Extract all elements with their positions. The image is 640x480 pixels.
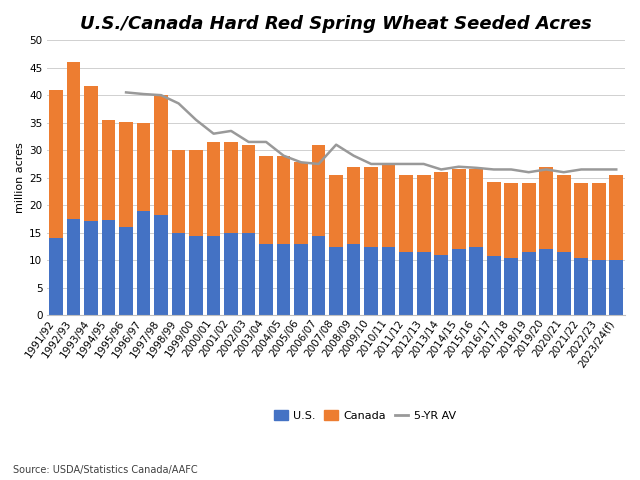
Bar [294, 244, 308, 315]
Bar [399, 252, 413, 315]
Bar [67, 219, 81, 315]
Bar [382, 164, 396, 247]
Bar [435, 255, 448, 315]
Bar [294, 162, 308, 244]
Bar [154, 215, 168, 315]
Bar [102, 220, 115, 315]
Bar [592, 183, 605, 260]
Bar [224, 233, 238, 315]
Bar [347, 167, 360, 244]
Bar [557, 252, 570, 315]
Bar [189, 150, 203, 236]
Bar [364, 167, 378, 247]
Bar [382, 247, 396, 315]
Bar [119, 227, 133, 315]
Bar [540, 249, 553, 315]
Bar [609, 260, 623, 315]
Text: Source: USDA/Statistics Canada/AAFC: Source: USDA/Statistics Canada/AAFC [13, 465, 197, 475]
Bar [504, 183, 518, 258]
Bar [575, 183, 588, 258]
Bar [522, 183, 536, 252]
Bar [242, 144, 255, 233]
Bar [189, 236, 203, 315]
Bar [452, 169, 465, 249]
Bar [242, 233, 255, 315]
Bar [364, 247, 378, 315]
Y-axis label: million acres: million acres [15, 143, 25, 213]
Bar [207, 142, 220, 236]
Bar [417, 252, 431, 315]
Bar [207, 236, 220, 315]
Bar [540, 167, 553, 249]
Bar [137, 123, 150, 211]
Bar [504, 258, 518, 315]
Bar [487, 256, 500, 315]
Bar [609, 175, 623, 260]
Bar [259, 156, 273, 244]
Bar [119, 122, 133, 227]
Bar [469, 169, 483, 247]
Bar [347, 244, 360, 315]
Bar [557, 175, 570, 252]
Bar [330, 175, 343, 247]
Bar [67, 62, 81, 219]
Bar [452, 249, 465, 315]
Bar [49, 90, 63, 238]
Bar [224, 142, 238, 233]
Bar [417, 175, 431, 252]
Bar [84, 221, 98, 315]
Bar [312, 144, 326, 236]
Bar [592, 260, 605, 315]
Bar [312, 236, 326, 315]
Bar [435, 172, 448, 255]
Title: U.S./Canada Hard Red Spring Wheat Seeded Acres: U.S./Canada Hard Red Spring Wheat Seeded… [80, 15, 592, 33]
Bar [137, 211, 150, 315]
Bar [276, 244, 291, 315]
Bar [276, 156, 291, 244]
Bar [487, 181, 500, 256]
Legend: U.S., Canada, 5-YR AV: U.S., Canada, 5-YR AV [269, 406, 460, 425]
Bar [49, 238, 63, 315]
Bar [84, 86, 98, 221]
Bar [154, 95, 168, 215]
Bar [259, 244, 273, 315]
Bar [172, 233, 186, 315]
Bar [399, 175, 413, 252]
Bar [469, 247, 483, 315]
Bar [575, 258, 588, 315]
Bar [522, 252, 536, 315]
Bar [102, 120, 115, 220]
Bar [330, 247, 343, 315]
Bar [172, 150, 186, 233]
